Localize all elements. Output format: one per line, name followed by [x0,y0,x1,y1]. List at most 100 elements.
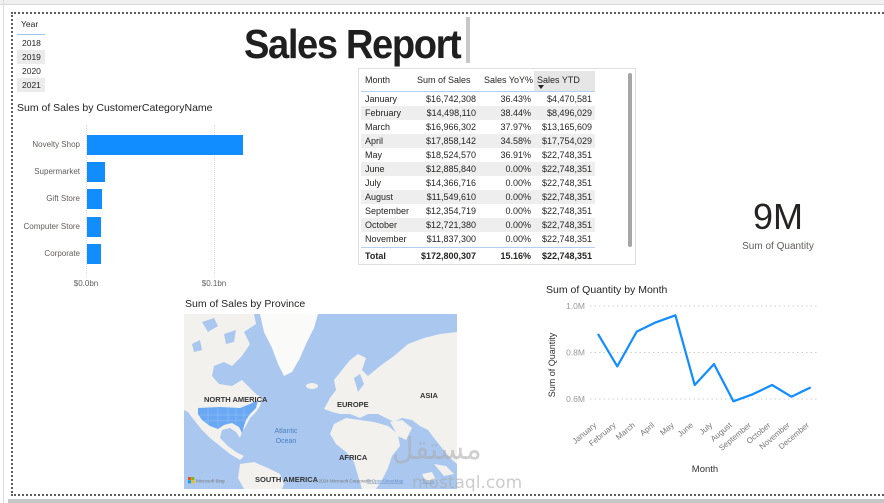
text-cursor [466,17,470,63]
column-header-sales-ytd[interactable]: Sales YTD [537,75,580,85]
table-row[interactable]: May $18,524,570 36.91% $22,748,351 [361,148,595,162]
slicer-item-2021[interactable]: 2021 [17,78,45,92]
column-header-sales-yoy[interactable]: Sales YoY% [484,75,534,85]
cell-ytd: $17,754,029 [541,136,592,146]
cell-yoy: 34.58% [500,136,531,146]
map-land-arabia [390,420,412,440]
cell-sales: $12,354,719 [425,206,476,216]
cell-sales: $11,549,610 [426,192,476,202]
sales-table[interactable]: Month Sum of Sales Sales YoY% Sales YTD … [358,68,636,265]
sorted-column-highlight [534,71,595,91]
slicer-item-2019[interactable]: 2019 [17,50,45,64]
cell-ytd: $4,470,581 [546,94,592,104]
cell-ytd: $22,748,351 [541,206,592,216]
table-vertical-scrollbar[interactable] [628,73,632,247]
cell-ytd: $22,748,351 [541,164,592,174]
map-label-europe: EUROPE [337,400,369,409]
x-tick-01: $0.1bn [201,279,227,288]
cell-yoy: 0.00% [505,192,531,202]
bar-novelty-shop[interactable] [87,135,243,155]
total-divider [361,247,595,248]
quantity-by-month-chart[interactable]: 1.0M 0.8M 0.6M Sum of Quantity January F… [540,280,840,480]
x-axis-title: Month [692,464,718,475]
cell-total-label: Total [365,251,386,261]
cell-sales: $12,721,380 [425,220,476,230]
slicer-item-2020[interactable]: 2020 [22,66,41,76]
map-attribution-terms-link[interactable]: Terms [422,479,435,484]
cell-yoy: 38.44% [500,108,531,118]
table-row[interactable]: November $11,837,300 0.00% $22,748,351 [361,232,595,246]
sales-by-province-map[interactable]: NORTH AMERICA EUROPE ASIA Atlantic Ocean… [184,314,457,489]
table-row[interactable]: April $17,858,142 34.58% $17,754,029 [361,134,595,148]
cell-sales: $14,366,716 [425,178,476,188]
report-title[interactable]: Sales Report [244,21,462,67]
top-toolbar-edge [0,0,884,5]
category-label-computer-store: Computer Store [23,222,80,231]
watermark-arabic: مستقل [392,432,482,467]
cell-month: October [365,220,398,230]
line-chart-gridlines [590,305,818,400]
cell-total-ytd: $22,748,351 [541,251,592,261]
cell-ytd: $8,496,029 [546,108,592,118]
cell-sales: $16,966,302 [425,122,476,132]
left-pane-edge [3,0,4,503]
bar-chart-title: Sum of Sales by CustomerCategoryName [17,102,213,114]
map-attribution-osm-link[interactable]: © OpenStreetMap [367,478,404,484]
table-row[interactable]: June $12,885,840 0.00% $22,748,351 [361,162,595,176]
category-label-corporate: Corporate [44,249,80,258]
x-tick-0: $0.0bn [73,279,99,288]
slicer-header: Year [21,19,39,29]
quantity-line-series[interactable] [597,314,812,403]
watermark-latin: mostaql.com [412,473,523,493]
cell-yoy: 0.00% [505,220,531,230]
map-state-borders [198,407,250,428]
bar-supermarket[interactable] [87,162,105,182]
cell-sales: $12,885,840 [425,164,476,174]
cell-total-sales: $172,800,307 [420,251,476,261]
map-land-iceland [306,383,318,389]
table-row[interactable]: July $14,366,716 0.00% $22,748,351 [361,176,595,190]
column-header-month[interactable]: Month [365,75,391,85]
cell-sales: $14,498,110 [426,108,476,118]
cell-month: January [365,94,398,104]
cell-month: June [365,164,385,174]
y-tick-0.6m: 0.6M [566,394,585,404]
y-tick-0.8m: 0.8M [566,348,585,358]
bar-gift-store[interactable] [87,189,102,209]
map-water-channels [192,318,236,352]
cell-sales: $16,742,308 [425,94,476,104]
table-row[interactable]: October $12,721,380 0.00% $22,748,351 [361,218,595,232]
slicer-item-2018[interactable]: 2018 [22,38,41,48]
cell-ytd: $22,748,351 [541,192,592,202]
cell-yoy: 37.97% [500,122,531,132]
map-label-north-america: NORTH AMERICA [204,395,268,404]
x-label-may: May [658,421,675,438]
map-canvas[interactable]: NORTH AMERICA EUROPE ASIA Atlantic Ocean… [184,314,457,489]
microsoft-logo-icon [188,477,195,484]
table-row[interactable]: August $11,549,610 0.00% $22,748,351 [361,190,595,204]
bar-computer-store[interactable] [87,217,102,237]
cell-yoy: 36.91% [500,150,531,160]
cell-ytd: $13,165,609 [541,122,592,132]
slicer-header-underline [17,34,45,35]
cell-sales: $18,524,570 [425,150,476,160]
map-land-eurasia [324,332,457,464]
cell-yoy: 36.43% [500,94,531,104]
table-row[interactable]: March $16,966,302 37.97% $13,165,609 [361,120,595,134]
map-label-africa: AFRICA [339,453,368,462]
category-label-supermarket: Supermarket [34,167,80,176]
category-label-gift-store: Gift Store [46,194,80,203]
x-label-june: June [676,420,695,438]
category-label-novelty-shop: Novelty Shop [32,140,80,149]
table-row[interactable]: September $12,354,719 0.00% $22,748,351 [361,204,595,218]
horizontal-scrollbar[interactable] [8,499,884,503]
map-land-greenland [260,314,318,376]
map-label-atlantic: Atlantic [275,428,298,435]
table-row[interactable]: January $16,742,308 36.43% $4,470,581 [361,92,595,106]
table-row[interactable]: February $14,498,110 38.44% $8,496,029 [361,106,595,120]
x-label-april: April [638,421,656,438]
x-axis-labels: January February March April May June Ju… [571,420,812,453]
bar-corporate[interactable] [87,244,101,264]
column-header-sum-of-sales[interactable]: Sum of Sales [417,75,471,85]
gridline-0 [86,125,87,277]
